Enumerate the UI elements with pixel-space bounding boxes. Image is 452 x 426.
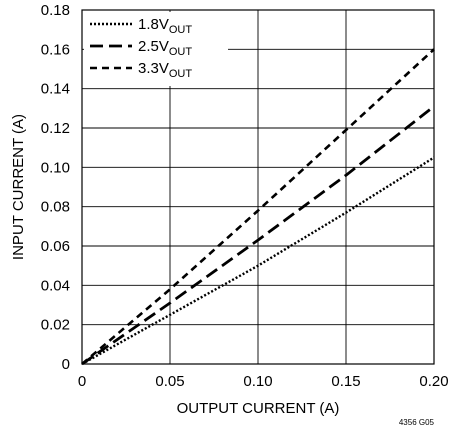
y-tick-label: 0.14 — [41, 81, 70, 98]
y-tick-label: 0.04 — [41, 277, 70, 294]
legend-label: 3.3VOUT — [138, 60, 192, 80]
y-tick-label: 0.06 — [41, 238, 70, 255]
legend-label: 1.8VOUT — [138, 16, 192, 36]
y-tick-label: 0.18 — [41, 2, 70, 19]
plot-frame — [81, 9, 435, 365]
x-axis-title: OUTPUT CURRENT (A) — [177, 400, 340, 417]
y-tick-label: 0 — [62, 356, 70, 373]
y-tick-label: 0.12 — [41, 120, 70, 137]
y-tick-labels: 0 0.02 0.04 0.06 0.08 0.10 0.12 0.14 0.16 0.18 — [41, 2, 70, 373]
x-tick-labels: 0 0.05 0.10 0.15 0.20 — [78, 373, 449, 390]
x-tick-label: 0.10 — [243, 373, 272, 390]
series-line — [81, 48, 435, 365]
y-axis-title: INPUT CURRENT (A) — [10, 114, 27, 260]
y-tick-label: 0.08 — [41, 199, 70, 216]
x-tick-label: 0.20 — [419, 373, 448, 390]
legend-label: 2.5VOUT — [138, 38, 192, 58]
y-tick-label: 0.16 — [41, 41, 70, 58]
x-tick-label: 0 — [78, 373, 86, 390]
series-line — [81, 156, 435, 366]
x-tick-label: 0.05 — [155, 373, 184, 390]
x-tick-label: 0.15 — [331, 373, 360, 390]
series-layer — [81, 48, 435, 366]
series-line — [81, 105, 435, 366]
figure-code: 4356 G05 — [399, 418, 435, 426]
y-tick-label: 0.10 — [41, 159, 70, 176]
y-tick-label: 0.02 — [41, 317, 70, 334]
